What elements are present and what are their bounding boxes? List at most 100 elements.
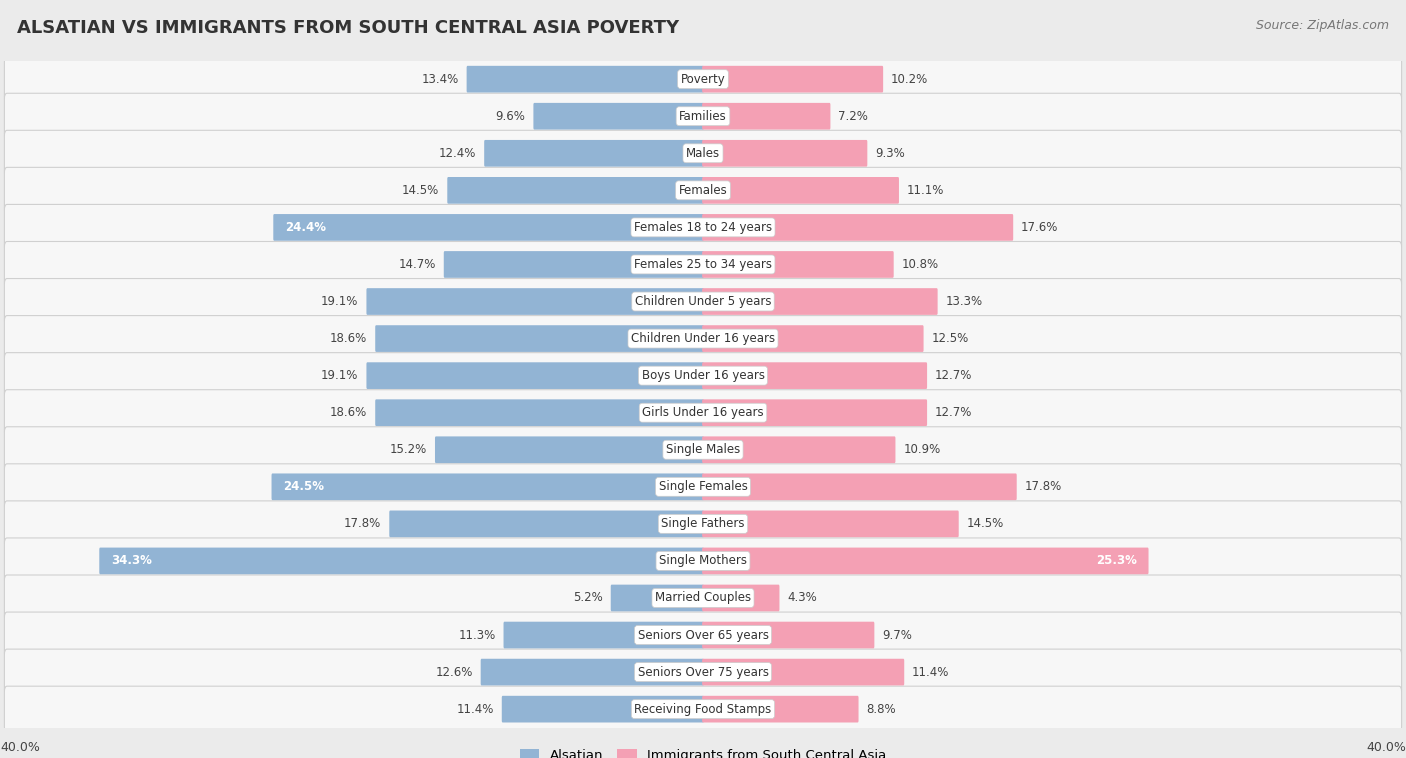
Text: Children Under 16 years: Children Under 16 years (631, 332, 775, 345)
Text: 12.4%: 12.4% (439, 147, 477, 160)
FancyBboxPatch shape (467, 66, 704, 92)
FancyBboxPatch shape (702, 325, 924, 352)
FancyBboxPatch shape (4, 427, 1402, 473)
FancyBboxPatch shape (533, 103, 704, 130)
Text: 9.6%: 9.6% (496, 110, 526, 123)
Text: 11.1%: 11.1% (907, 184, 945, 197)
FancyBboxPatch shape (503, 622, 704, 648)
FancyBboxPatch shape (702, 584, 779, 611)
FancyBboxPatch shape (702, 362, 927, 389)
FancyBboxPatch shape (702, 474, 1017, 500)
Text: 18.6%: 18.6% (330, 332, 367, 345)
Text: 24.5%: 24.5% (283, 481, 323, 493)
Text: Single Females: Single Females (658, 481, 748, 493)
Text: Single Males: Single Males (666, 443, 740, 456)
FancyBboxPatch shape (4, 130, 1402, 177)
Text: 17.6%: 17.6% (1021, 221, 1059, 234)
FancyBboxPatch shape (4, 352, 1402, 399)
Text: Females: Females (679, 184, 727, 197)
FancyBboxPatch shape (4, 612, 1402, 658)
FancyBboxPatch shape (4, 168, 1402, 213)
Text: 40.0%: 40.0% (0, 741, 39, 753)
FancyBboxPatch shape (447, 177, 704, 204)
Text: 11.4%: 11.4% (457, 703, 494, 716)
Text: 19.1%: 19.1% (321, 369, 359, 382)
FancyBboxPatch shape (375, 399, 704, 426)
Text: Married Couples: Married Couples (655, 591, 751, 604)
FancyBboxPatch shape (702, 659, 904, 685)
FancyBboxPatch shape (702, 214, 1014, 241)
Text: 40.0%: 40.0% (1367, 741, 1406, 753)
Text: 25.3%: 25.3% (1097, 554, 1137, 568)
FancyBboxPatch shape (4, 464, 1402, 510)
FancyBboxPatch shape (4, 56, 1402, 102)
Text: Families: Families (679, 110, 727, 123)
FancyBboxPatch shape (702, 622, 875, 648)
Text: Children Under 5 years: Children Under 5 years (634, 295, 772, 308)
FancyBboxPatch shape (702, 251, 894, 277)
Text: 14.5%: 14.5% (402, 184, 439, 197)
Text: 12.7%: 12.7% (935, 369, 973, 382)
Text: 17.8%: 17.8% (344, 518, 381, 531)
FancyBboxPatch shape (4, 575, 1402, 621)
Text: 14.7%: 14.7% (398, 258, 436, 271)
Text: Females 25 to 34 years: Females 25 to 34 years (634, 258, 772, 271)
FancyBboxPatch shape (4, 205, 1402, 250)
FancyBboxPatch shape (502, 696, 704, 722)
Text: 9.7%: 9.7% (883, 628, 912, 641)
Text: 10.8%: 10.8% (901, 258, 939, 271)
Text: Boys Under 16 years: Boys Under 16 years (641, 369, 765, 382)
FancyBboxPatch shape (4, 93, 1402, 139)
Text: 7.2%: 7.2% (838, 110, 868, 123)
FancyBboxPatch shape (702, 177, 898, 204)
Text: Males: Males (686, 147, 720, 160)
Text: 12.7%: 12.7% (935, 406, 973, 419)
FancyBboxPatch shape (4, 315, 1402, 362)
Text: Receiving Food Stamps: Receiving Food Stamps (634, 703, 772, 716)
FancyBboxPatch shape (375, 325, 704, 352)
Text: 10.2%: 10.2% (891, 73, 928, 86)
Text: 18.6%: 18.6% (330, 406, 367, 419)
Text: Single Fathers: Single Fathers (661, 518, 745, 531)
Text: Source: ZipAtlas.com: Source: ZipAtlas.com (1256, 19, 1389, 32)
FancyBboxPatch shape (610, 584, 704, 611)
FancyBboxPatch shape (273, 214, 704, 241)
FancyBboxPatch shape (100, 547, 704, 575)
Text: 10.9%: 10.9% (904, 443, 941, 456)
FancyBboxPatch shape (702, 437, 896, 463)
Text: 17.8%: 17.8% (1025, 481, 1062, 493)
Text: 11.4%: 11.4% (912, 666, 949, 678)
Text: Girls Under 16 years: Girls Under 16 years (643, 406, 763, 419)
FancyBboxPatch shape (702, 399, 927, 426)
FancyBboxPatch shape (4, 538, 1402, 584)
Text: 13.4%: 13.4% (422, 73, 458, 86)
Text: ALSATIAN VS IMMIGRANTS FROM SOUTH CENTRAL ASIA POVERTY: ALSATIAN VS IMMIGRANTS FROM SOUTH CENTRA… (17, 19, 679, 37)
FancyBboxPatch shape (702, 547, 1149, 575)
FancyBboxPatch shape (271, 474, 704, 500)
Text: 5.2%: 5.2% (574, 591, 603, 604)
FancyBboxPatch shape (4, 278, 1402, 324)
FancyBboxPatch shape (702, 103, 831, 130)
FancyBboxPatch shape (702, 511, 959, 537)
Text: Single Mothers: Single Mothers (659, 554, 747, 568)
Text: 34.3%: 34.3% (111, 554, 152, 568)
FancyBboxPatch shape (484, 140, 704, 167)
FancyBboxPatch shape (4, 686, 1402, 732)
FancyBboxPatch shape (702, 66, 883, 92)
FancyBboxPatch shape (367, 288, 704, 315)
FancyBboxPatch shape (4, 649, 1402, 695)
FancyBboxPatch shape (702, 696, 859, 722)
FancyBboxPatch shape (444, 251, 704, 277)
FancyBboxPatch shape (481, 659, 704, 685)
Text: 11.3%: 11.3% (458, 628, 496, 641)
Legend: Alsatian, Immigrants from South Central Asia: Alsatian, Immigrants from South Central … (515, 744, 891, 758)
Text: 12.5%: 12.5% (932, 332, 969, 345)
Text: Females 18 to 24 years: Females 18 to 24 years (634, 221, 772, 234)
FancyBboxPatch shape (367, 362, 704, 389)
Text: 8.8%: 8.8% (866, 703, 896, 716)
FancyBboxPatch shape (4, 390, 1402, 436)
Text: 15.2%: 15.2% (389, 443, 427, 456)
Text: 24.4%: 24.4% (285, 221, 326, 234)
Text: 19.1%: 19.1% (321, 295, 359, 308)
Text: 4.3%: 4.3% (787, 591, 817, 604)
